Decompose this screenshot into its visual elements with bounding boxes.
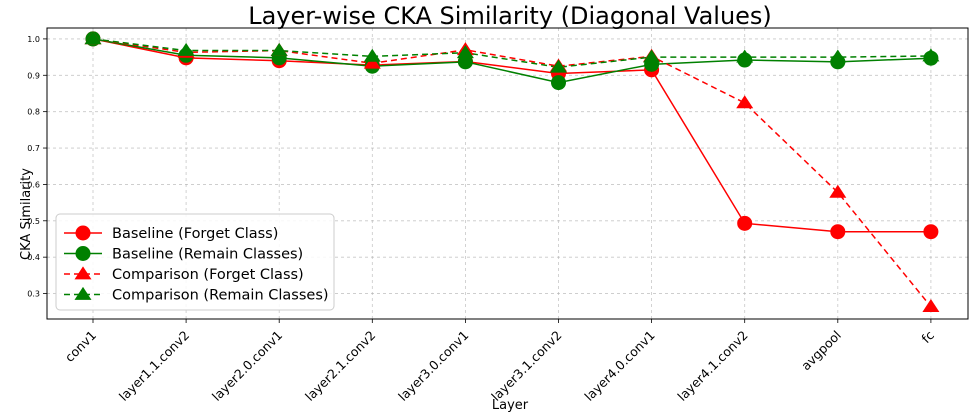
legend-label: Baseline (Remain Classes) — [112, 247, 303, 263]
y-tick-label: 0.7 — [27, 144, 40, 153]
plot-frame — [46, 27, 969, 320]
y-axis-ticks: 0.3 0.4 0.5 0.6 0.7 0.8 0.9 1.0 — [27, 35, 47, 299]
data-point — [270, 42, 288, 56]
legend-marker — [74, 266, 92, 280]
y-axis-label: CKA Similarity — [19, 168, 34, 260]
data-point — [643, 49, 661, 63]
legend-marker — [75, 225, 91, 241]
x-axis-label: Layer — [492, 398, 529, 413]
series-line-1 — [92, 38, 931, 84]
series-line-3 — [92, 38, 931, 69]
data-point — [922, 48, 940, 62]
legend-label: Comparison (Forget Class) — [112, 267, 304, 283]
y-tick-label: 0.6 — [27, 180, 40, 189]
y-tick-label: 0.9 — [27, 71, 40, 80]
legend-label: Baseline (Forget Class) — [112, 226, 278, 242]
data-point — [456, 45, 474, 59]
legend-box — [55, 213, 335, 311]
y-tick-label: 0.5 — [27, 217, 40, 226]
data-point — [363, 48, 381, 62]
data-point — [830, 224, 846, 240]
y-tick-label: 0.4 — [27, 253, 40, 262]
data-point — [736, 95, 754, 109]
data-point — [737, 215, 753, 231]
series-lines — [92, 38, 932, 308]
legend-marker — [75, 246, 91, 261]
chart-title: Layer-wise CKA Similarity (Diagonal Valu… — [248, 2, 772, 30]
data-point — [551, 75, 566, 91]
series-line-2 — [92, 38, 932, 308]
data-point — [550, 59, 567, 73]
legend-marker — [74, 286, 92, 300]
y-tick-label: 1.0 — [27, 35, 40, 44]
series-markers — [84, 31, 940, 312]
data-point — [829, 184, 847, 198]
data-point — [363, 55, 381, 69]
y-tick-label: 0.3 — [27, 290, 40, 299]
data-point — [736, 49, 754, 63]
data-point — [177, 42, 195, 56]
legend-label: Comparison (Remain Classes) — [112, 288, 329, 304]
data-point — [922, 298, 940, 312]
y-tick-label: 0.8 — [27, 108, 40, 117]
data-point — [829, 49, 847, 63]
data-point — [923, 224, 939, 240]
legend: Baseline (Forget Class) Baseline (Remain … — [55, 213, 335, 311]
series-line-0 — [92, 38, 931, 233]
data-point — [84, 31, 102, 45]
